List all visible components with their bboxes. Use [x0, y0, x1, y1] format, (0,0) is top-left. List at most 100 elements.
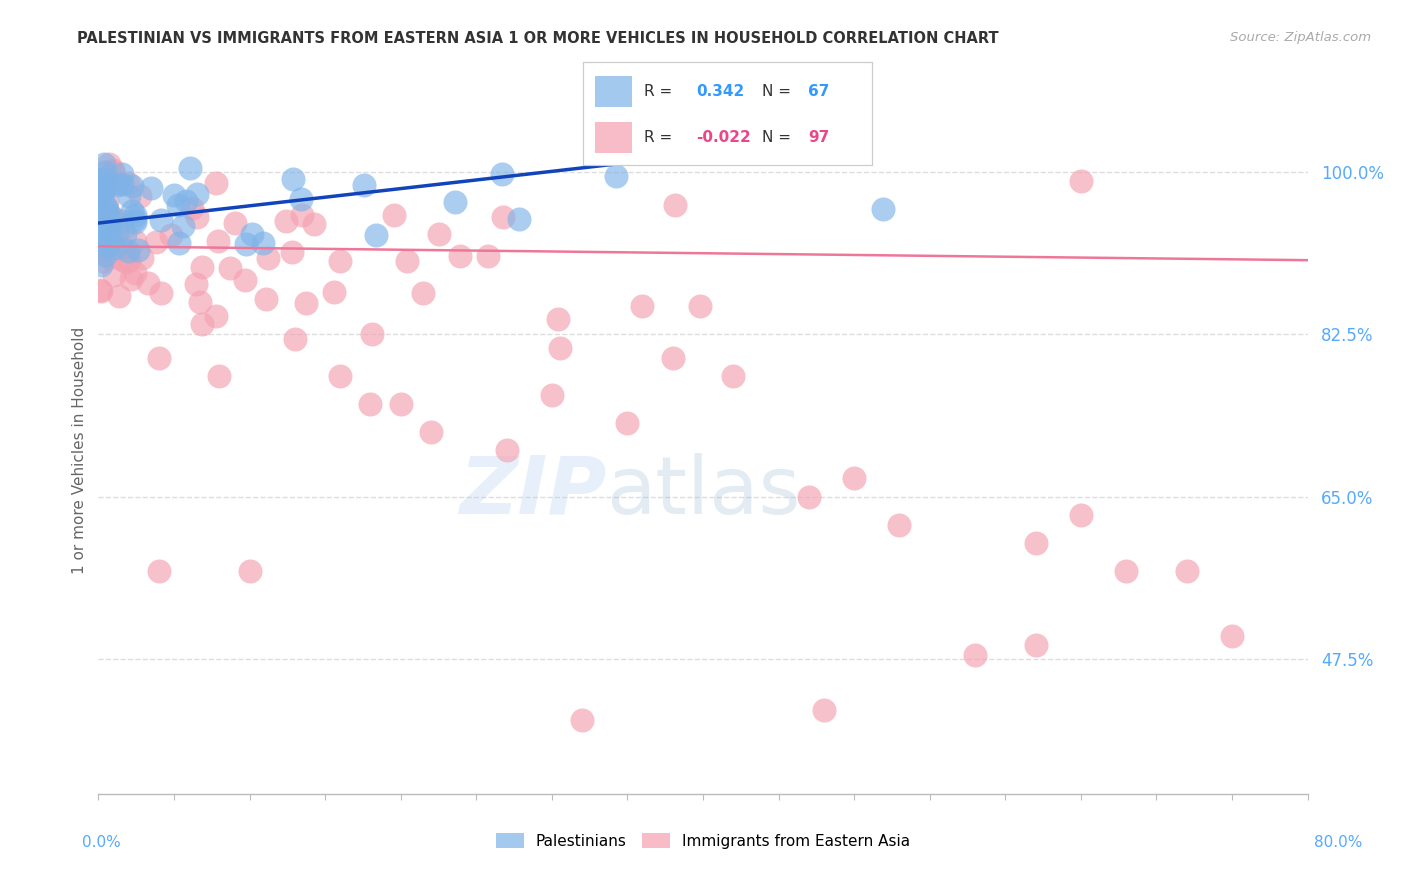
- Point: [148, 564, 170, 578]
- Point: [1070, 174, 1092, 188]
- Text: ZIP: ZIP: [458, 452, 606, 531]
- Point: [108, 289, 131, 303]
- Point: [107, 225, 129, 239]
- Point: [207, 234, 229, 248]
- Point: [872, 202, 894, 217]
- Text: Source: ZipAtlas.com: Source: ZipAtlas.com: [1230, 31, 1371, 45]
- Point: [94, 173, 117, 187]
- Point: [174, 194, 197, 208]
- Point: [184, 277, 207, 292]
- Point: [235, 236, 257, 251]
- Text: -0.022: -0.022: [696, 130, 751, 145]
- Point: [291, 208, 314, 222]
- Point: [111, 177, 134, 191]
- Point: [450, 249, 472, 263]
- Point: [844, 471, 866, 485]
- Point: [139, 180, 162, 194]
- Point: [1220, 629, 1243, 643]
- Point: [281, 244, 304, 259]
- Point: [167, 236, 190, 251]
- Bar: [595, 76, 633, 106]
- Point: [571, 713, 593, 727]
- Point: [179, 161, 201, 175]
- Point: [965, 648, 987, 662]
- Point: [240, 227, 263, 242]
- Point: [114, 227, 136, 242]
- Point: [160, 228, 183, 243]
- Point: [491, 211, 513, 225]
- Point: [495, 443, 517, 458]
- Text: 80.0%: 80.0%: [1315, 836, 1362, 850]
- Point: [94, 207, 117, 221]
- Point: [181, 201, 204, 215]
- Point: [104, 241, 127, 255]
- Point: [284, 332, 307, 346]
- Point: [93, 227, 115, 241]
- Point: [145, 235, 167, 249]
- Point: [91, 243, 114, 257]
- Point: [208, 369, 231, 384]
- Point: [136, 276, 159, 290]
- Point: [124, 235, 146, 249]
- Point: [1070, 508, 1092, 523]
- Point: [491, 167, 513, 181]
- Point: [188, 294, 211, 309]
- Point: [94, 199, 117, 213]
- Point: [111, 242, 134, 256]
- Point: [90, 206, 112, 220]
- Point: [97, 237, 120, 252]
- Point: [233, 273, 256, 287]
- Point: [121, 178, 143, 193]
- Point: [254, 292, 277, 306]
- Point: [110, 252, 132, 266]
- Point: [329, 254, 352, 268]
- Point: [97, 251, 120, 265]
- Point: [96, 203, 118, 218]
- Text: 0.342: 0.342: [696, 84, 744, 99]
- Text: N =: N =: [762, 130, 796, 145]
- Point: [389, 397, 412, 411]
- Point: [186, 187, 208, 202]
- Point: [186, 210, 208, 224]
- Point: [117, 244, 139, 258]
- Point: [131, 251, 153, 265]
- Text: N =: N =: [762, 84, 796, 99]
- Point: [103, 163, 125, 178]
- Point: [94, 200, 117, 214]
- Point: [274, 214, 297, 228]
- Point: [97, 211, 120, 225]
- Point: [420, 425, 443, 439]
- Point: [889, 517, 911, 532]
- Point: [150, 286, 173, 301]
- Point: [163, 187, 186, 202]
- Point: [100, 209, 122, 223]
- Legend: Palestinians, Immigrants from Eastern Asia: Palestinians, Immigrants from Eastern As…: [491, 827, 915, 855]
- Point: [361, 327, 384, 342]
- Point: [689, 299, 711, 313]
- Point: [723, 369, 745, 384]
- Point: [124, 215, 146, 229]
- Point: [252, 236, 274, 251]
- Point: [224, 216, 246, 230]
- Point: [412, 286, 434, 301]
- Text: R =: R =: [644, 84, 678, 99]
- Point: [93, 185, 115, 199]
- Point: [1175, 564, 1198, 578]
- Point: [219, 260, 242, 275]
- Point: [661, 351, 683, 365]
- Point: [360, 397, 382, 411]
- Point: [797, 490, 820, 504]
- Point: [97, 211, 120, 226]
- Text: R =: R =: [644, 130, 678, 145]
- Point: [98, 157, 121, 171]
- Text: 0.0%: 0.0%: [82, 836, 121, 850]
- Point: [1024, 536, 1046, 550]
- Text: 67: 67: [808, 84, 830, 99]
- Point: [1024, 639, 1046, 653]
- Point: [118, 252, 141, 267]
- Point: [664, 198, 686, 212]
- Point: [89, 186, 111, 200]
- Point: [90, 226, 112, 240]
- Point: [605, 169, 627, 184]
- Point: [107, 177, 129, 191]
